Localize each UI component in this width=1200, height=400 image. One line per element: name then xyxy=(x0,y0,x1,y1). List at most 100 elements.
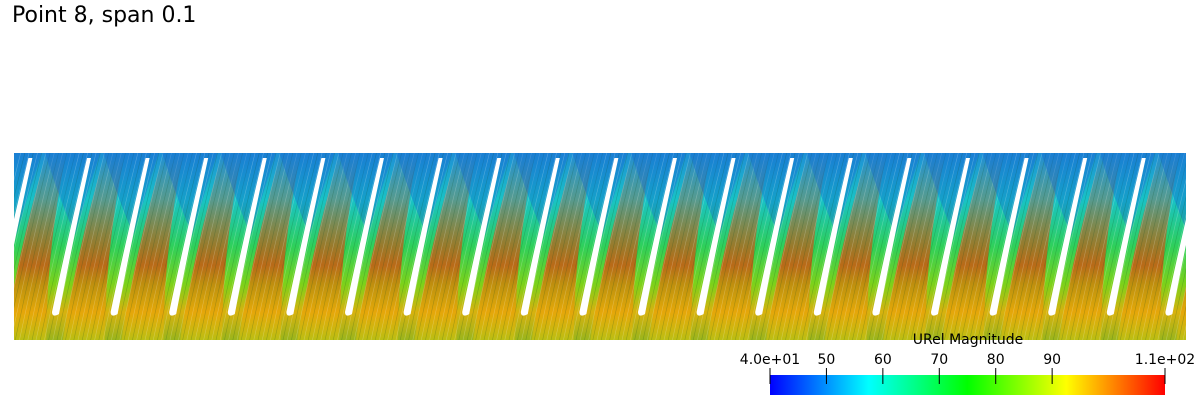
streak xyxy=(705,153,750,340)
streak xyxy=(596,153,641,340)
streak xyxy=(119,153,164,340)
streak xyxy=(475,153,520,340)
streak xyxy=(931,153,976,340)
tick-label: 90 xyxy=(1043,352,1061,368)
streak xyxy=(994,153,1039,340)
streak xyxy=(1195,150,1200,345)
streak xyxy=(445,153,490,340)
streak xyxy=(1078,153,1122,340)
streak xyxy=(998,153,1043,340)
streak xyxy=(617,153,662,340)
streak xyxy=(571,153,616,340)
streak xyxy=(353,153,398,340)
streak xyxy=(772,153,817,340)
streak xyxy=(437,153,482,340)
streak xyxy=(960,153,1005,340)
streak xyxy=(257,153,302,340)
streak xyxy=(529,153,574,340)
hot-zone xyxy=(356,153,418,340)
streak xyxy=(278,153,323,340)
streak xyxy=(1153,195,1186,340)
streak xyxy=(228,153,273,340)
streak xyxy=(14,153,47,290)
streak xyxy=(797,153,842,340)
streak xyxy=(14,153,59,340)
tick-label: 1.1e+02 xyxy=(1135,352,1195,368)
streak xyxy=(454,153,499,340)
streak xyxy=(194,153,239,340)
streak xyxy=(684,153,729,340)
streak xyxy=(173,153,218,340)
streak xyxy=(805,153,850,340)
streak xyxy=(525,153,570,340)
streak xyxy=(1145,162,1186,340)
blade xyxy=(169,158,209,316)
streak xyxy=(144,153,189,340)
streak xyxy=(533,153,578,340)
streak xyxy=(219,153,264,340)
streak xyxy=(1023,153,1068,340)
streak xyxy=(1140,153,1185,340)
streak xyxy=(621,153,666,340)
streak xyxy=(923,153,967,340)
streak xyxy=(23,153,68,340)
streak xyxy=(404,153,448,340)
hot-zone xyxy=(1117,153,1180,340)
streak xyxy=(211,153,256,340)
streak xyxy=(1052,153,1097,340)
hot-zone xyxy=(766,153,829,340)
streak xyxy=(1002,153,1047,340)
streak xyxy=(898,153,942,340)
blade xyxy=(345,158,384,316)
streak xyxy=(52,153,97,340)
streak xyxy=(152,153,197,340)
streak xyxy=(676,153,721,340)
streak xyxy=(1006,153,1051,340)
streak xyxy=(366,153,411,340)
streak xyxy=(734,153,779,340)
streak xyxy=(312,153,356,340)
streak xyxy=(755,153,800,340)
streak xyxy=(31,153,76,340)
streak xyxy=(814,153,859,340)
streak xyxy=(613,153,658,340)
streak xyxy=(872,153,917,340)
streak xyxy=(651,153,695,340)
streak xyxy=(182,153,227,340)
streak xyxy=(496,153,541,340)
streak xyxy=(1186,150,1200,345)
streak xyxy=(207,153,252,340)
streak xyxy=(554,153,599,340)
colorbar-title: URel Magnitude xyxy=(913,332,1023,348)
streak xyxy=(680,153,725,340)
streak xyxy=(831,153,875,340)
streak xyxy=(726,153,771,340)
streak xyxy=(479,153,524,340)
streak xyxy=(1190,150,1200,345)
streak xyxy=(910,153,955,340)
streak xyxy=(1048,153,1093,340)
streak xyxy=(462,153,507,340)
streak xyxy=(1090,153,1135,340)
streak xyxy=(935,153,980,340)
streak xyxy=(328,153,373,340)
streak xyxy=(115,153,160,340)
streak xyxy=(69,153,114,340)
streak xyxy=(1157,213,1186,340)
streak xyxy=(542,153,587,340)
streak xyxy=(73,153,118,340)
streak xyxy=(500,153,545,340)
streak xyxy=(1119,153,1164,340)
blade xyxy=(227,158,267,316)
hot-zone xyxy=(297,153,360,340)
streak xyxy=(625,153,670,340)
streak xyxy=(667,153,712,340)
streak xyxy=(249,153,294,340)
streak xyxy=(35,153,80,340)
blade xyxy=(110,158,150,316)
blade xyxy=(696,158,736,316)
streak xyxy=(236,153,281,340)
streak xyxy=(240,153,285,340)
streak xyxy=(450,153,494,340)
streak xyxy=(776,153,821,340)
